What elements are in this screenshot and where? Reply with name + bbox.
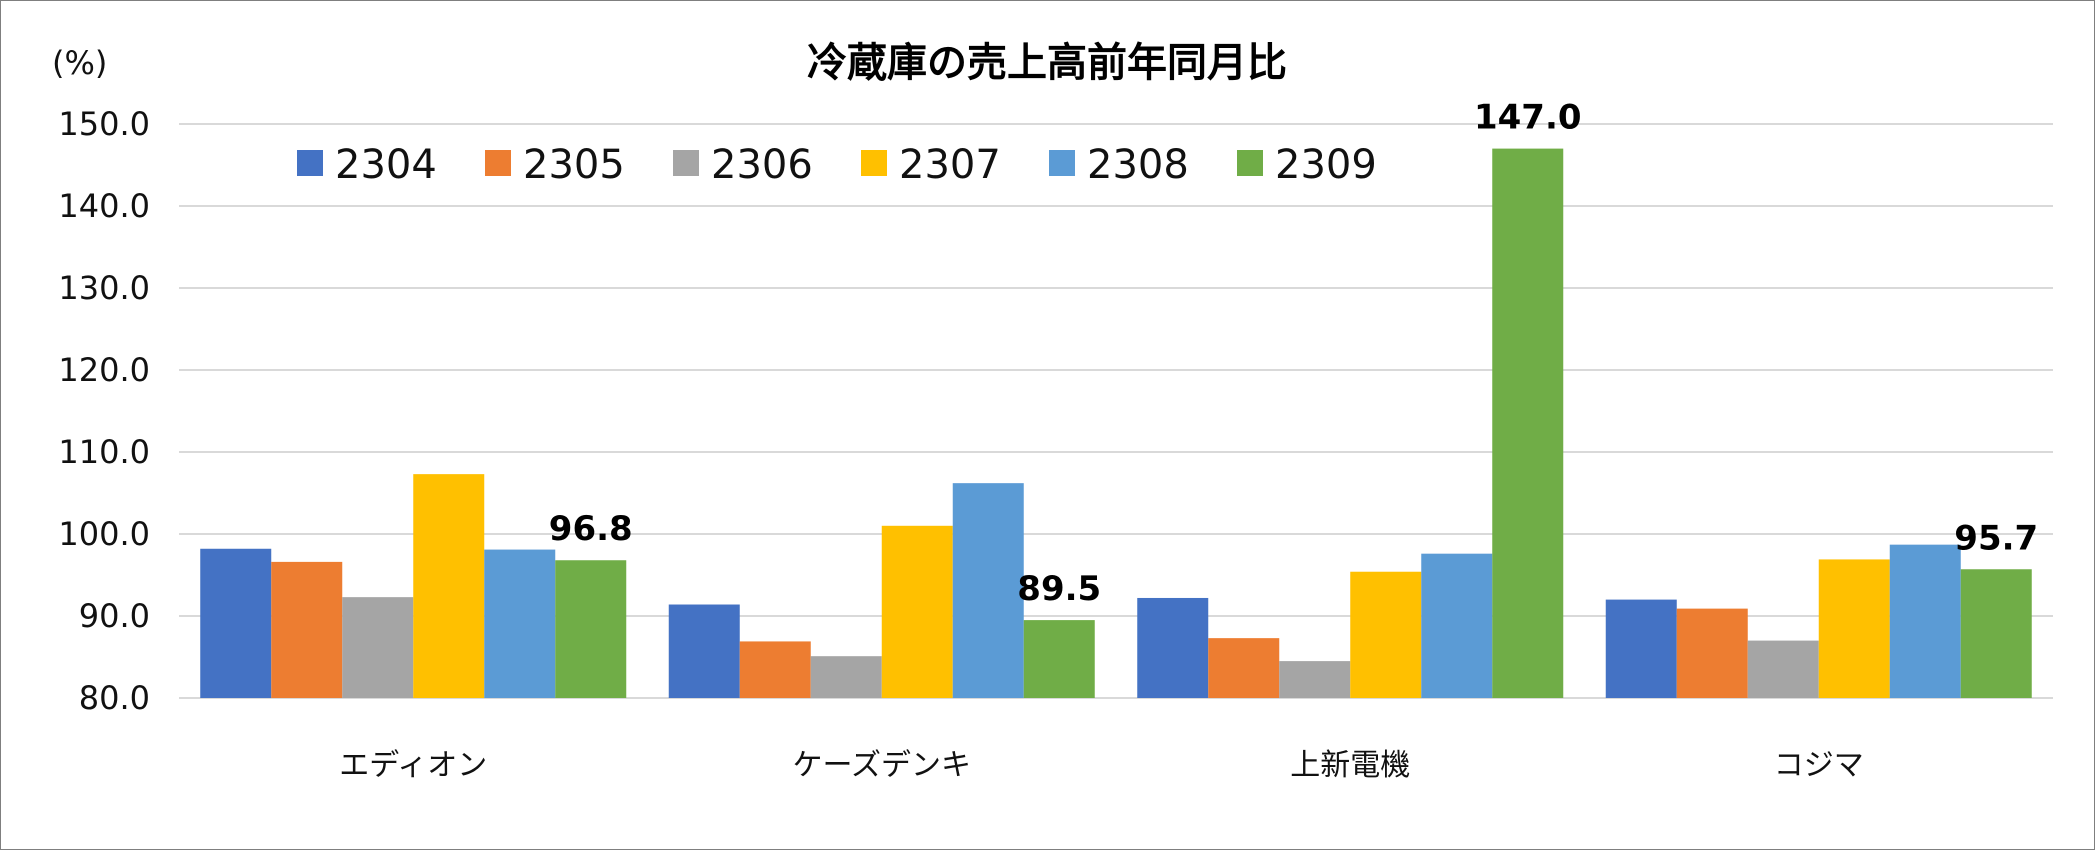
bar-2304 bbox=[1137, 597, 1209, 698]
legend-swatch bbox=[485, 150, 511, 176]
legend-item: 2308 bbox=[1049, 142, 1189, 188]
bar-2305 bbox=[1676, 608, 1748, 698]
bar-2304 bbox=[200, 548, 272, 698]
bar-2304 bbox=[1605, 599, 1677, 698]
legend-item: 2306 bbox=[673, 142, 813, 188]
bar-2305 bbox=[271, 561, 343, 698]
legend-swatch bbox=[861, 150, 887, 176]
legend-label: 2306 bbox=[711, 142, 813, 188]
chart-title: 冷蔵庫の売上高前年同月比 bbox=[807, 40, 1287, 86]
data-label: 95.7 bbox=[1954, 518, 2038, 558]
bar-2305 bbox=[1208, 638, 1280, 698]
x-category-label: エディオン bbox=[339, 748, 487, 783]
bar-2307 bbox=[1350, 571, 1422, 698]
bar-2306 bbox=[1747, 640, 1819, 698]
bar-2308 bbox=[484, 549, 556, 698]
bar-2309 bbox=[555, 560, 627, 698]
bar-2308 bbox=[1889, 544, 1961, 698]
legend-swatch bbox=[673, 150, 699, 176]
x-category-label: ケーズデンキ bbox=[793, 748, 972, 783]
y-tick-label: 80.0 bbox=[79, 679, 150, 717]
bar-2306 bbox=[342, 597, 414, 698]
y-tick-label: 140.0 bbox=[58, 187, 150, 225]
legend-swatch bbox=[1049, 150, 1075, 176]
legend-label: 2307 bbox=[899, 142, 1001, 188]
legend-item: 2305 bbox=[485, 142, 625, 188]
y-tick-label: 90.0 bbox=[79, 597, 150, 635]
bar-2309 bbox=[1492, 148, 1564, 699]
bar-2307 bbox=[881, 525, 953, 698]
y-tick-label: 120.0 bbox=[58, 351, 150, 389]
x-category-label: コジマ bbox=[1774, 748, 1864, 783]
bar-2309 bbox=[1960, 569, 2032, 698]
x-category-label: 上新電機 bbox=[1290, 748, 1410, 783]
y-axis-unit-label: (%) bbox=[52, 44, 107, 82]
legend-swatch bbox=[297, 150, 323, 176]
y-tick-label: 150.0 bbox=[58, 105, 150, 143]
bar-2308 bbox=[952, 483, 1024, 698]
bar-2306 bbox=[810, 656, 882, 698]
bar-2309 bbox=[1023, 620, 1095, 698]
data-label: 96.8 bbox=[549, 509, 633, 549]
legend-item: 2307 bbox=[861, 142, 1001, 188]
legend-label: 2304 bbox=[335, 142, 437, 188]
legend-item: 2309 bbox=[1237, 142, 1377, 188]
bar-2306 bbox=[1279, 661, 1351, 698]
data-label: 147.0 bbox=[1474, 98, 1582, 138]
data-label: 89.5 bbox=[1017, 569, 1101, 609]
bar-2307 bbox=[413, 474, 485, 698]
bar-2308 bbox=[1421, 553, 1493, 698]
bar-2304 bbox=[668, 604, 740, 698]
bar-2307 bbox=[1818, 559, 1890, 698]
legend-label: 2305 bbox=[523, 142, 625, 188]
legend-label: 2309 bbox=[1275, 142, 1377, 188]
y-tick-label: 110.0 bbox=[58, 433, 150, 471]
legend-label: 2308 bbox=[1087, 142, 1189, 188]
y-tick-label: 100.0 bbox=[58, 515, 150, 553]
legend-item: 2304 bbox=[297, 142, 437, 188]
legend-swatch bbox=[1237, 150, 1263, 176]
y-tick-label: 130.0 bbox=[58, 269, 150, 307]
bar-2305 bbox=[739, 641, 811, 698]
